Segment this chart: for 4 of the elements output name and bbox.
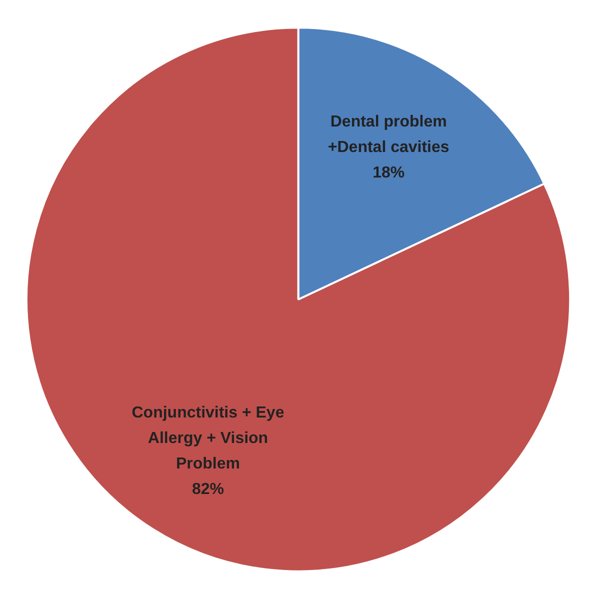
data-label: 82% [192, 481, 224, 498]
slice-label: Dental problem +Dental cavities [328, 114, 450, 156]
data-label: 18% [372, 164, 405, 182]
slice-label: Conjunctivitis + Eye Allergy + Vision Problem [132, 404, 284, 473]
